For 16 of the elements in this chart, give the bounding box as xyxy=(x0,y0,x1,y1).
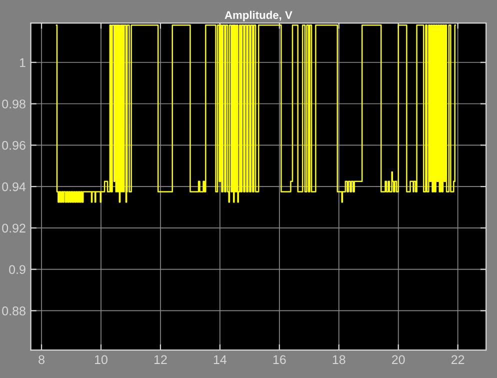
chart-title: Amplitude, V xyxy=(224,10,292,22)
x-tick-label: 10 xyxy=(94,355,108,364)
x-tick-label: 12 xyxy=(154,355,167,364)
y-tick-label: 0.88 xyxy=(2,306,26,316)
x-tick-label: 18 xyxy=(332,355,346,364)
y-tick-label: 0.94 xyxy=(2,182,26,192)
x-tick-label: 20 xyxy=(392,355,405,364)
y-tick-label: 1 xyxy=(20,58,26,67)
y-tick-label: 0.96 xyxy=(2,140,26,150)
y-tick-label: 0.98 xyxy=(2,100,26,108)
x-tick-label: 14 xyxy=(214,355,227,364)
y-tick-label: 0.9 xyxy=(9,265,26,274)
x-tick-label: 16 xyxy=(273,355,286,364)
x-tick-label: 8 xyxy=(38,355,44,364)
x-tick-label: 22 xyxy=(451,355,464,364)
y-tick-label: 0.92 xyxy=(2,224,26,233)
